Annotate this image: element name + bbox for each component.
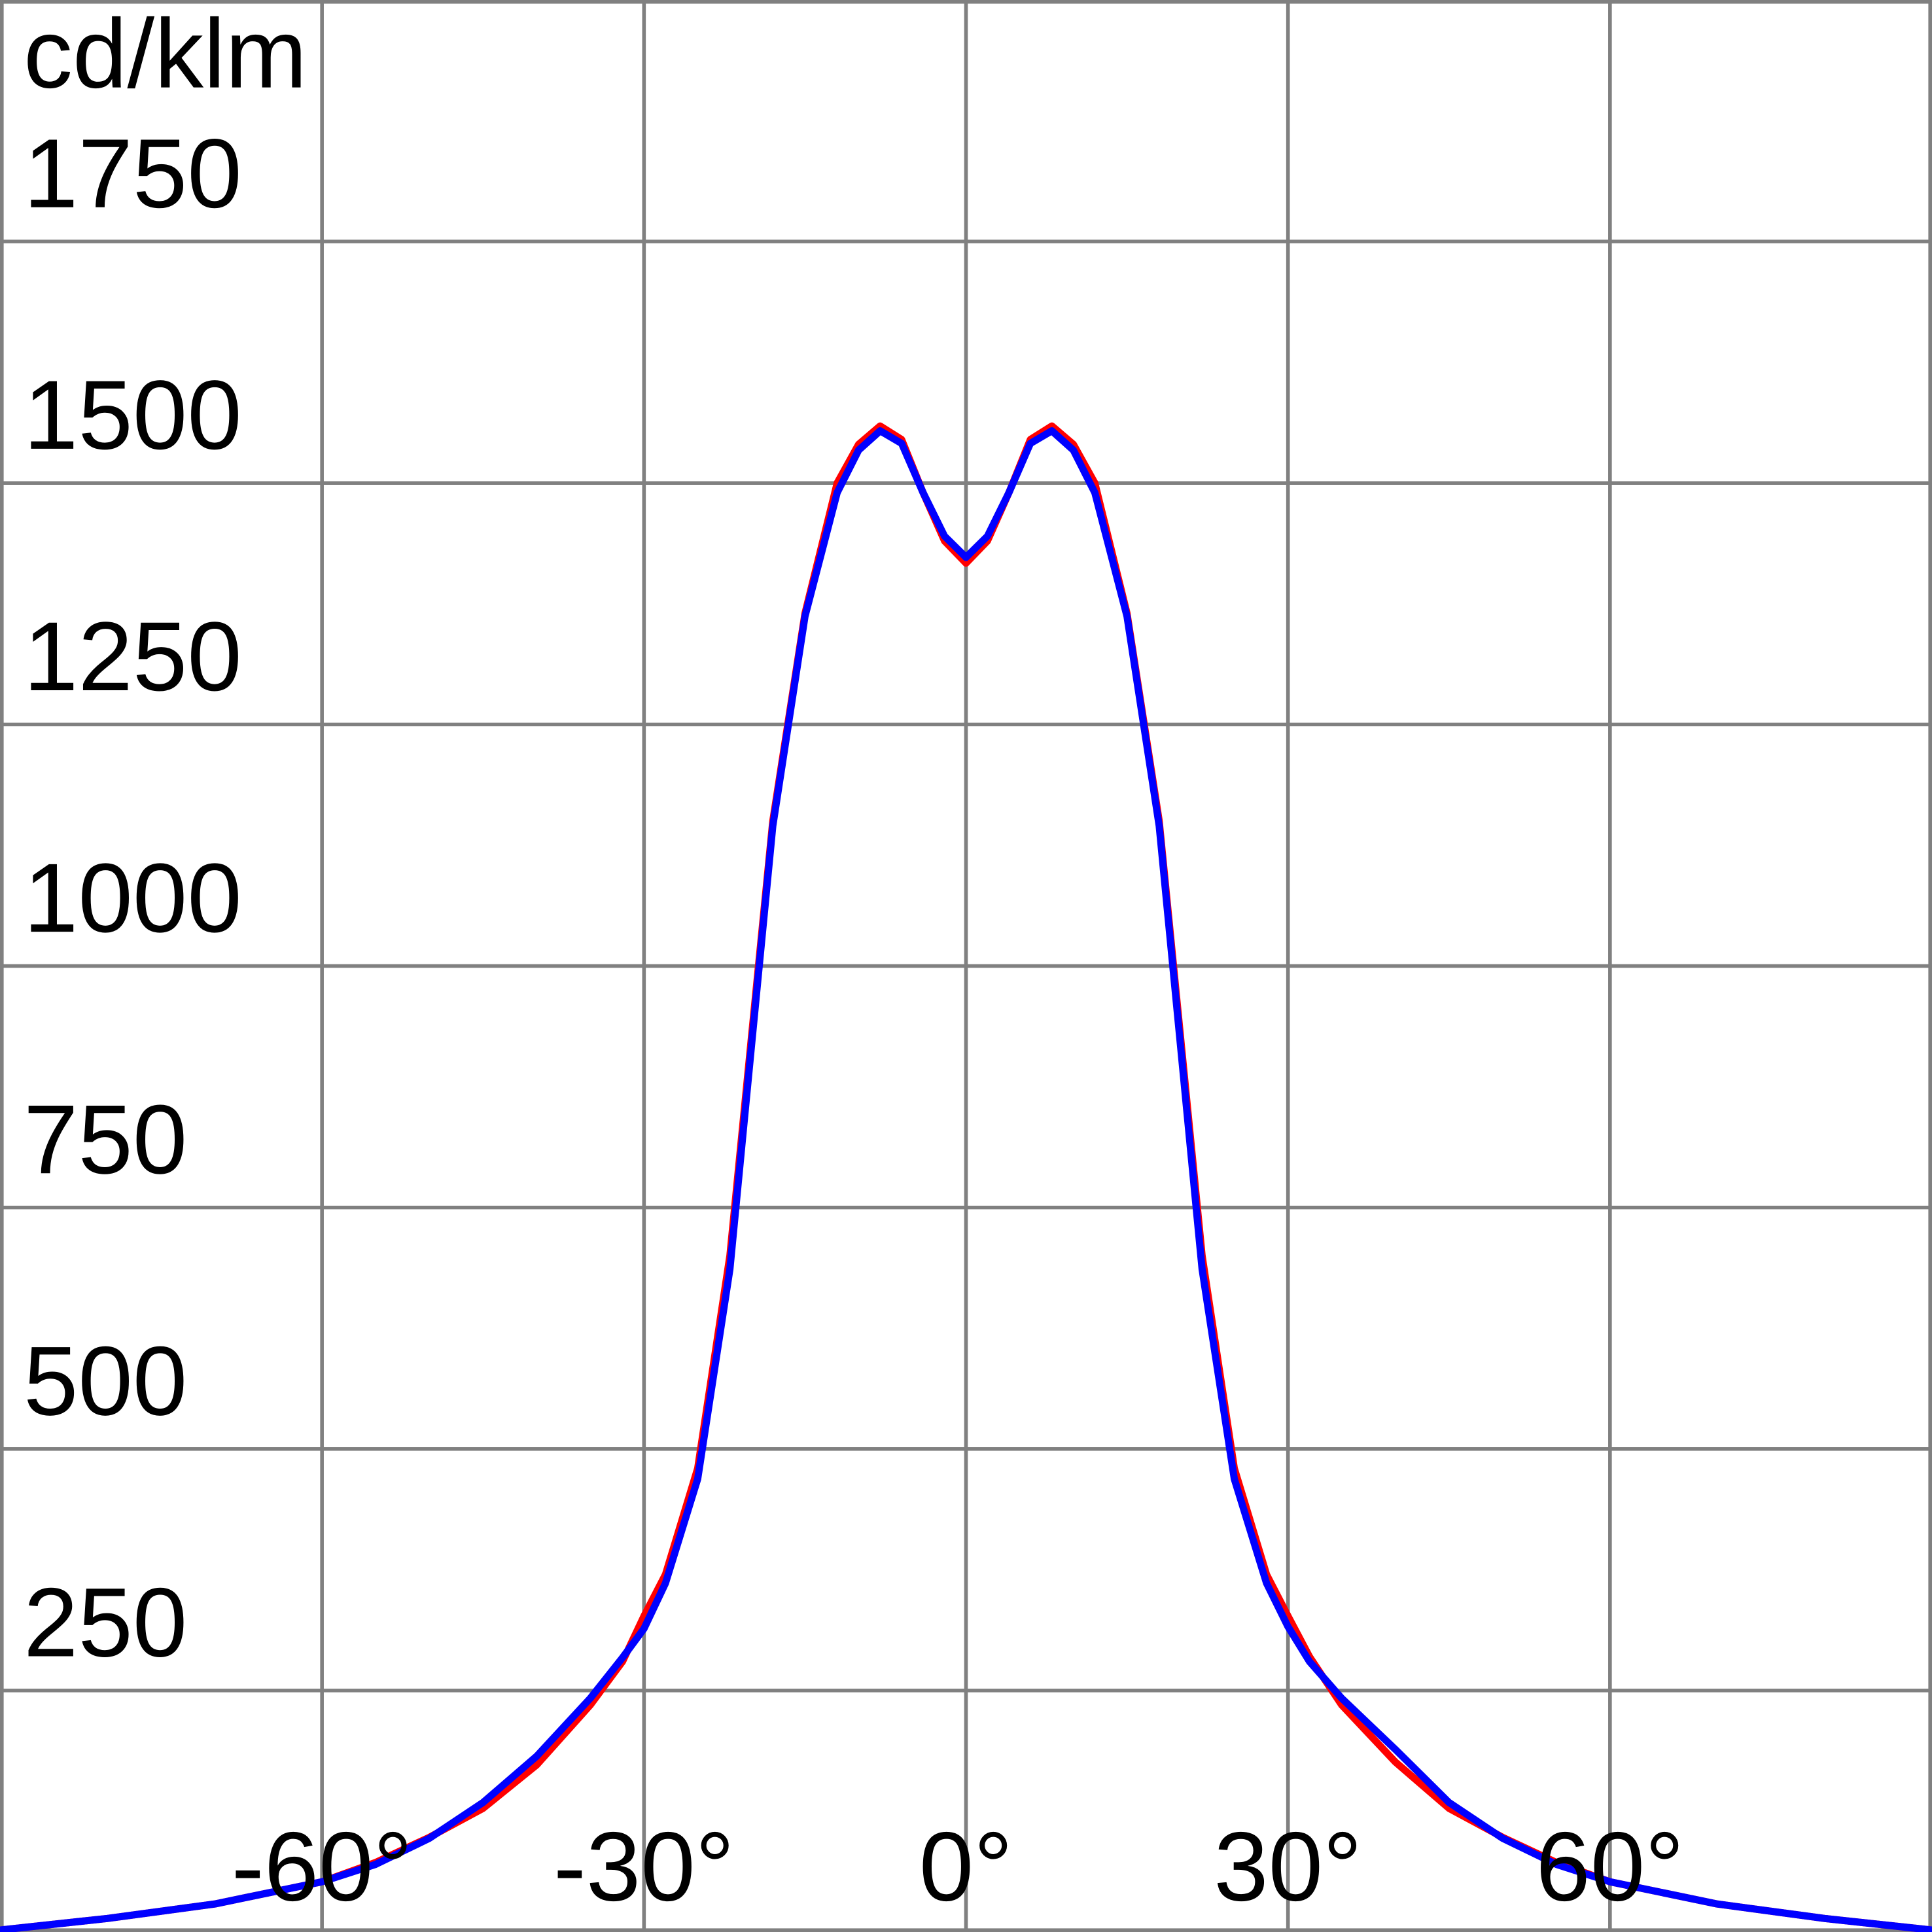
x-tick-label: 0° (919, 1812, 1013, 1922)
y-tick-label: 1500 (24, 360, 242, 470)
y-axis-label: cd/klm (24, 0, 307, 109)
y-tick-label: 1250 (24, 601, 242, 711)
x-tick-label: -60° (232, 1812, 413, 1922)
y-tick-label: 1000 (24, 843, 242, 953)
data-line (0, 422, 1932, 1932)
data-line (0, 427, 1932, 1932)
y-tick-label: 250 (24, 1568, 187, 1677)
x-tick-label: -30° (553, 1812, 735, 1922)
y-tick-label: 750 (24, 1084, 187, 1194)
y-tick-label: 500 (24, 1326, 187, 1435)
x-tick-label: 30° (1214, 1812, 1362, 1922)
x-tick-label: 60° (1536, 1812, 1684, 1922)
y-tick-label: 1750 (24, 118, 242, 228)
